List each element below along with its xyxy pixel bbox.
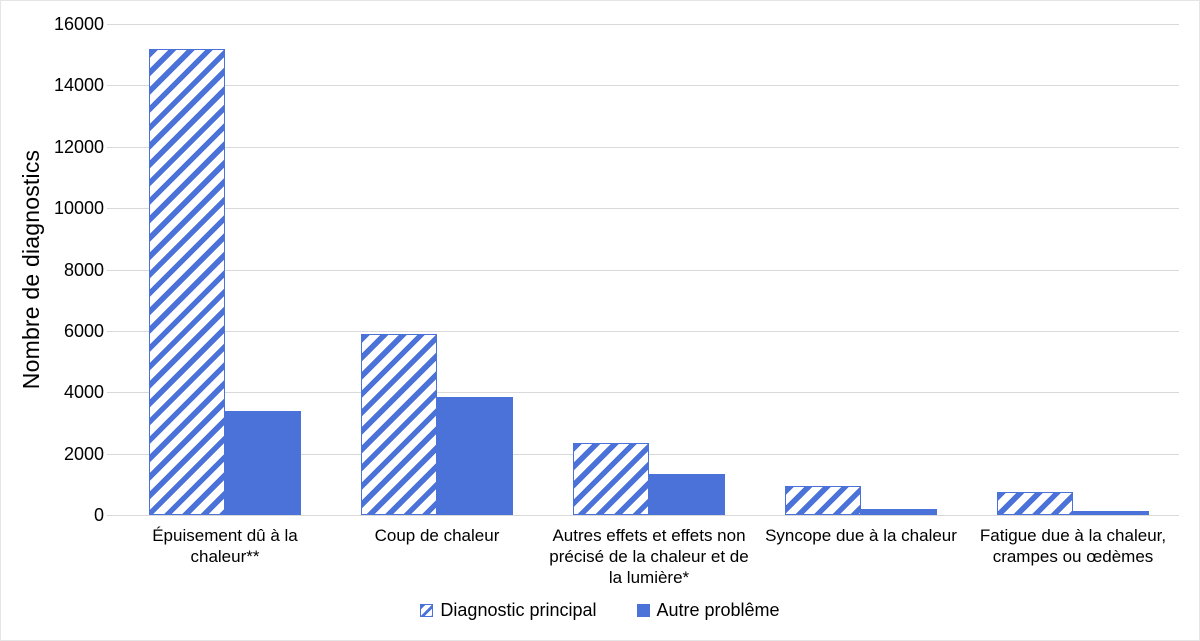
y-axis-tick bbox=[107, 330, 119, 332]
y-tick-label: 16000 bbox=[53, 14, 104, 34]
category-label: Syncope due à la chaleur bbox=[765, 526, 957, 545]
gridline bbox=[119, 24, 1179, 25]
y-axis-tick bbox=[107, 269, 119, 271]
bar-diagnostic-principal bbox=[997, 492, 1073, 515]
y-axis-tick bbox=[107, 85, 119, 87]
y-tick-label: 4000 bbox=[63, 382, 104, 403]
bar-autre-probleme bbox=[437, 396, 513, 515]
y-tick-label: 8000 bbox=[63, 259, 104, 280]
category-label: Fatigue due à la chaleur, crampes ou œdè… bbox=[979, 526, 1167, 566]
y-axis-tick bbox=[107, 146, 119, 148]
y-axis-tick bbox=[107, 515, 119, 516]
category-label: Autres effets et effets non précisé de l… bbox=[549, 526, 749, 587]
bar-diagnostic-principal bbox=[149, 48, 225, 515]
bar-autre-probleme bbox=[861, 508, 937, 515]
hatched-swatch-icon bbox=[420, 604, 434, 617]
gridline bbox=[119, 208, 1179, 210]
y-axis-tick bbox=[107, 208, 119, 210]
gridline bbox=[119, 453, 1179, 455]
bar-autre-probleme bbox=[649, 473, 725, 515]
y-axis-tick bbox=[107, 24, 119, 25]
y-tick-label: 0 bbox=[93, 505, 104, 525]
gridline bbox=[119, 392, 1179, 394]
legend-item: Diagnostic principal bbox=[420, 600, 597, 621]
bar-autre-probleme bbox=[225, 410, 301, 515]
y-tick-label: 2000 bbox=[63, 443, 104, 464]
gridline bbox=[119, 515, 1179, 516]
gridline bbox=[119, 146, 1179, 148]
solid-swatch-icon bbox=[636, 604, 650, 617]
legend-label: Diagnostic principal bbox=[440, 600, 597, 620]
category-label: Épuisement dû à la chaleur** bbox=[152, 526, 298, 566]
gridline bbox=[119, 269, 1179, 271]
y-tick-label: 12000 bbox=[53, 136, 104, 157]
legend: Diagnostic principal Autre problême bbox=[1, 600, 1199, 621]
gridline bbox=[119, 330, 1179, 332]
gridline bbox=[119, 85, 1179, 87]
bar-diagnostic-principal bbox=[785, 485, 861, 515]
bar-autre-probleme bbox=[1073, 511, 1149, 515]
y-tick-label: 14000 bbox=[53, 75, 104, 96]
bar-diagnostic-principal bbox=[573, 442, 649, 515]
y-tick-label: 10000 bbox=[53, 198, 104, 219]
legend-label: Autre problême bbox=[656, 600, 780, 620]
category-label: Coup de chaleur bbox=[374, 526, 500, 545]
y-axis-tick bbox=[107, 392, 119, 394]
y-axis-tick bbox=[107, 453, 119, 455]
y-tick-label: 6000 bbox=[63, 320, 104, 341]
legend-item: Autre problême bbox=[636, 600, 780, 621]
bar-diagnostic-principal bbox=[361, 333, 437, 515]
